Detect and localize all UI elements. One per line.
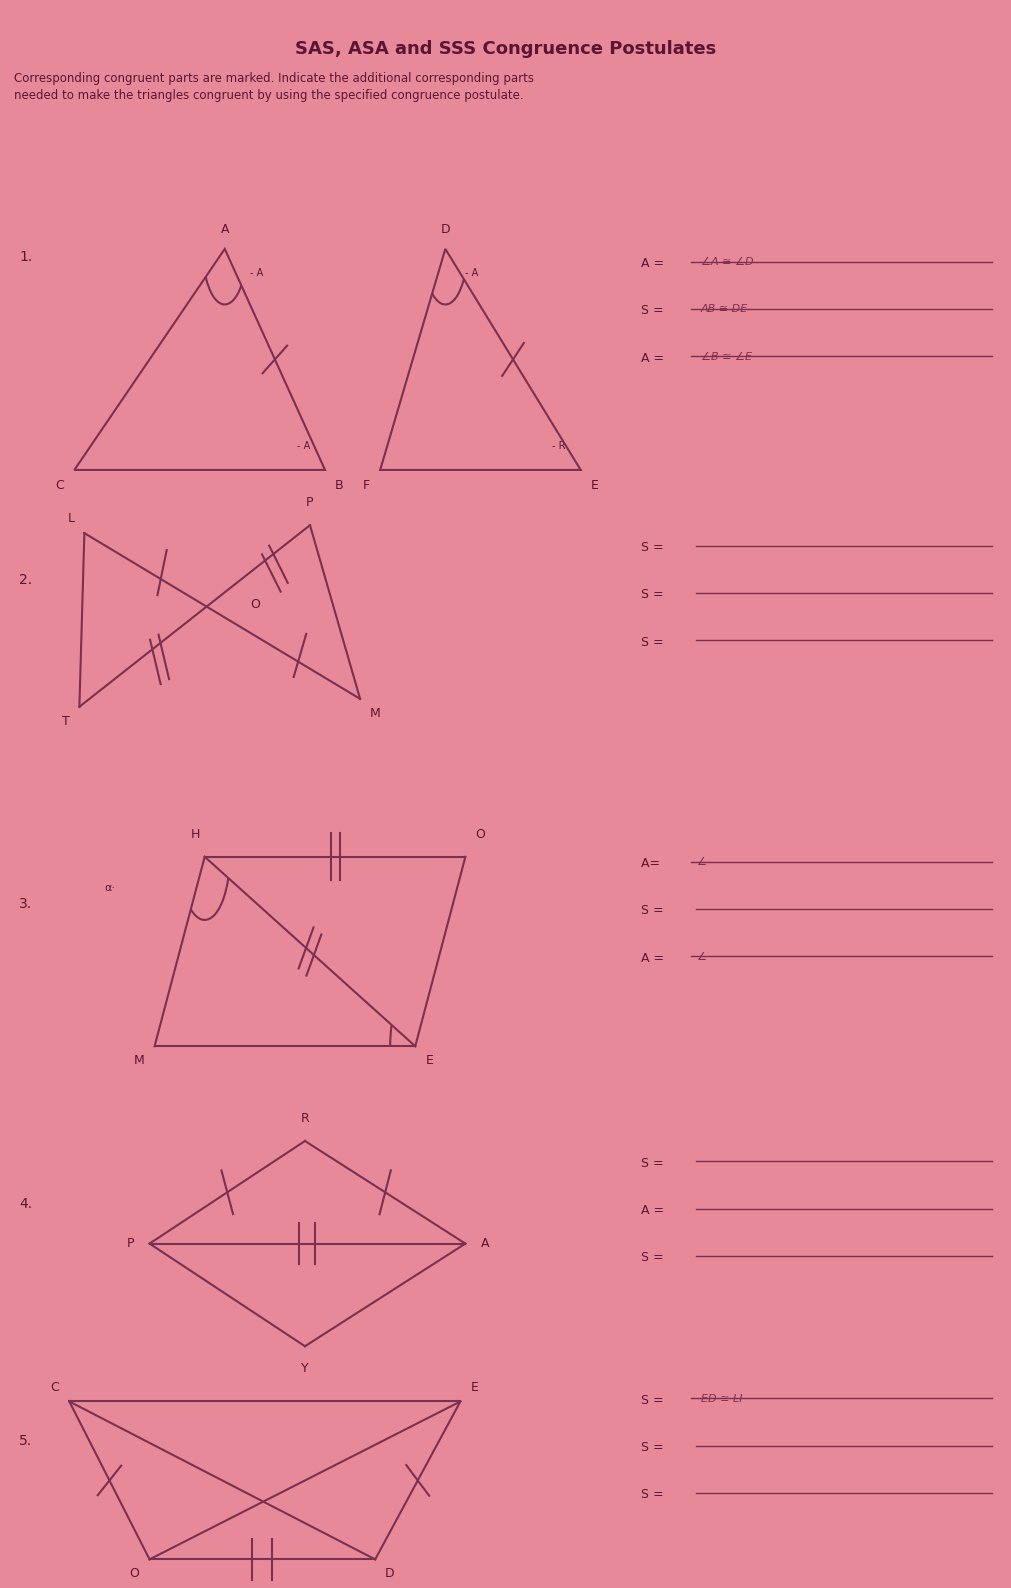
Text: - A: - A xyxy=(250,268,263,278)
Text: Corresponding congruent parts are marked. Indicate the additional corresponding : Corresponding congruent parts are marked… xyxy=(14,71,534,102)
Text: H: H xyxy=(190,827,200,842)
Text: A =: A = xyxy=(641,257,668,270)
Text: R: R xyxy=(300,1112,309,1126)
Text: E: E xyxy=(590,480,599,492)
Text: T: T xyxy=(62,715,70,727)
Text: ∠: ∠ xyxy=(696,951,706,961)
Text: D: D xyxy=(385,1567,395,1580)
Text: - R: - R xyxy=(552,441,566,451)
Text: S =: S = xyxy=(641,1251,667,1264)
Text: F: F xyxy=(363,480,370,492)
Text: A: A xyxy=(220,224,229,237)
Text: A =: A = xyxy=(641,351,668,365)
Text: Y: Y xyxy=(301,1363,308,1375)
Text: 1.: 1. xyxy=(19,249,32,264)
Text: AB ≅ DE: AB ≅ DE xyxy=(701,305,748,314)
Text: S =: S = xyxy=(641,1440,667,1455)
Text: S =: S = xyxy=(641,635,667,649)
Text: L: L xyxy=(68,513,75,526)
Text: S =: S = xyxy=(641,542,667,554)
Text: D: D xyxy=(441,224,450,237)
Text: B: B xyxy=(335,480,344,492)
Text: S =: S = xyxy=(641,1394,667,1407)
Text: O: O xyxy=(250,597,260,611)
Text: E: E xyxy=(470,1380,478,1394)
Text: S =: S = xyxy=(641,1156,667,1170)
Text: C: C xyxy=(51,1380,60,1394)
Text: A =: A = xyxy=(641,951,668,964)
Text: - A: - A xyxy=(297,441,310,451)
Text: SAS, ASA and SSS Congruence Postulates: SAS, ASA and SSS Congruence Postulates xyxy=(295,40,716,59)
Text: A: A xyxy=(480,1237,489,1250)
Text: ∠A ≅ ∠D: ∠A ≅ ∠D xyxy=(701,257,753,267)
Text: ∠B ≅ ∠E: ∠B ≅ ∠E xyxy=(701,351,752,362)
Text: S =: S = xyxy=(641,1488,667,1501)
Text: E: E xyxy=(426,1054,433,1067)
Text: M: M xyxy=(370,707,381,719)
Text: ∠: ∠ xyxy=(696,858,706,867)
Text: ED ≅ LI: ED ≅ LI xyxy=(701,1394,742,1404)
Text: C: C xyxy=(56,480,65,492)
Text: A=: A= xyxy=(641,858,664,870)
Text: A =: A = xyxy=(641,1204,668,1216)
Text: P: P xyxy=(306,497,313,510)
Text: - A: - A xyxy=(465,268,478,278)
Text: S =: S = xyxy=(641,904,667,918)
Text: 2.: 2. xyxy=(19,573,32,588)
Text: 4.: 4. xyxy=(19,1197,32,1212)
Text: 3.: 3. xyxy=(19,897,32,912)
Text: O: O xyxy=(475,827,485,842)
Text: S =: S = xyxy=(641,589,667,602)
Text: α·: α· xyxy=(104,883,115,894)
Text: M: M xyxy=(133,1054,145,1067)
Text: S =: S = xyxy=(641,305,667,318)
Text: O: O xyxy=(129,1567,140,1580)
Text: 5.: 5. xyxy=(19,1434,32,1448)
Text: P: P xyxy=(127,1237,134,1250)
